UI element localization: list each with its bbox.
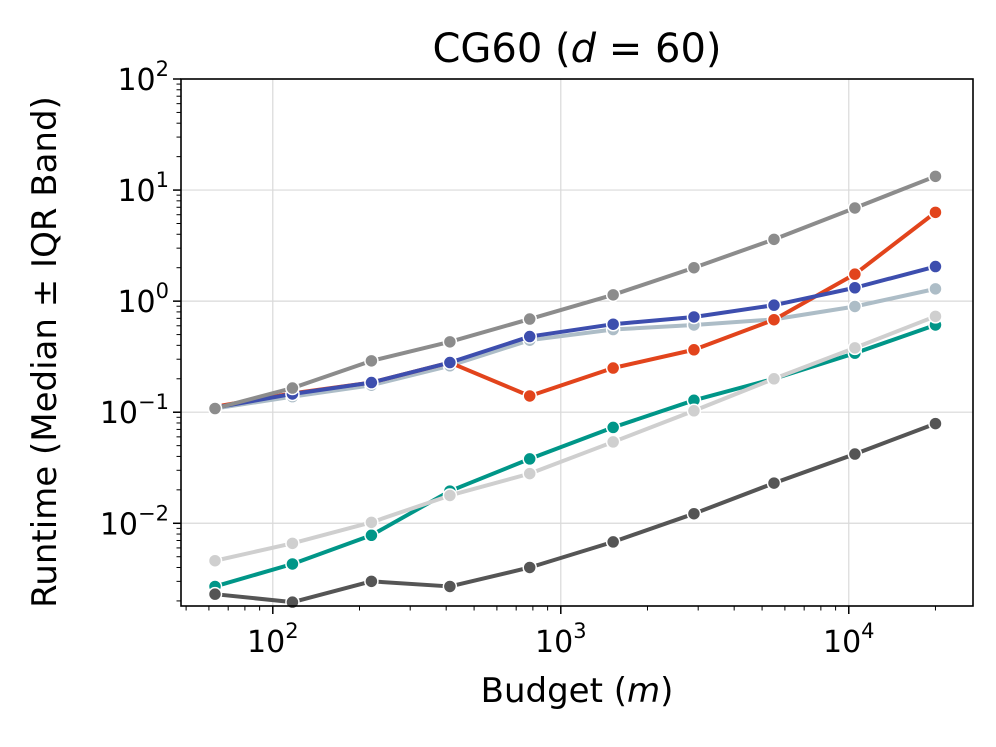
data-point: [928, 281, 943, 297]
data-point: [928, 169, 943, 184]
data-point: [442, 488, 458, 503]
y-tick-label: 100: [117, 279, 169, 320]
data-point: [605, 420, 621, 435]
data-point: [847, 340, 863, 356]
series-dark-gray: [207, 416, 943, 610]
y-tick-label: 102: [117, 57, 169, 98]
y-axis-label: Runtime (Median ± IQR Band): [25, 96, 65, 608]
series-gray: [207, 169, 943, 416]
data-point: [847, 280, 863, 295]
data-point: [928, 309, 943, 324]
data-point: [686, 342, 702, 358]
axis-ticks: 102 103 104 10−2 10−1 100 101 102: [100, 57, 936, 660]
series-line: [213, 421, 938, 605]
series-indigo: [207, 259, 943, 415]
series-line: [213, 314, 938, 563]
data-point: [686, 309, 702, 325]
data-point: [442, 355, 458, 370]
data-point: [522, 451, 537, 467]
data-point: [364, 574, 379, 589]
x-axis-label: Budget (m): [481, 671, 674, 711]
series-line: [213, 174, 938, 411]
x-tick-label: 104: [823, 619, 875, 660]
data-point: [442, 334, 458, 350]
data-point: [847, 299, 863, 314]
plot-frame: [180, 78, 974, 607]
data-point: [605, 360, 621, 376]
data-point: [928, 416, 943, 431]
series-light-gray: [207, 309, 943, 568]
data-point: [442, 579, 458, 594]
chart-title: CG60 (d = 60): [433, 26, 722, 72]
data-point: [522, 466, 537, 481]
series-line: [213, 264, 938, 410]
data-point: [686, 506, 702, 521]
data-point: [766, 371, 782, 387]
data-point: [207, 553, 223, 568]
data-point: [364, 515, 379, 530]
data-point: [928, 205, 943, 220]
data-point: [766, 475, 782, 491]
data-point: [686, 403, 702, 419]
data-point: [766, 297, 782, 313]
series-light-blue-gray: [207, 281, 943, 416]
series-line: [213, 322, 938, 589]
data-point: [207, 401, 223, 416]
grid-lines: [181, 78, 973, 606]
data-point: [847, 200, 863, 216]
data-point: [522, 560, 537, 575]
data-point: [364, 353, 379, 369]
data-point: [207, 586, 223, 602]
data-point: [364, 528, 379, 543]
data-point: [522, 388, 537, 404]
y-tick-label: 10−2: [100, 501, 169, 542]
data-point: [766, 232, 782, 247]
data-point: [285, 380, 300, 396]
data-point: [285, 536, 300, 551]
data-point: [285, 556, 300, 572]
data-point: [928, 259, 943, 274]
data-point: [686, 260, 702, 275]
y-tick-label: 10−1: [100, 390, 169, 431]
data-point: [605, 434, 621, 450]
series-group: [207, 169, 943, 610]
data-point: [522, 329, 537, 344]
x-tick-label: 103: [535, 619, 587, 660]
data-point: [847, 266, 863, 282]
data-point: [605, 316, 621, 332]
data-point: [605, 534, 621, 550]
data-point: [522, 311, 537, 327]
data-point: [766, 312, 782, 327]
y-tick-label: 101: [117, 168, 169, 209]
data-point: [364, 375, 379, 390]
series-line: [213, 286, 938, 411]
data-point: [847, 446, 863, 462]
x-tick-label: 102: [247, 619, 299, 660]
data-point: [605, 287, 621, 303]
